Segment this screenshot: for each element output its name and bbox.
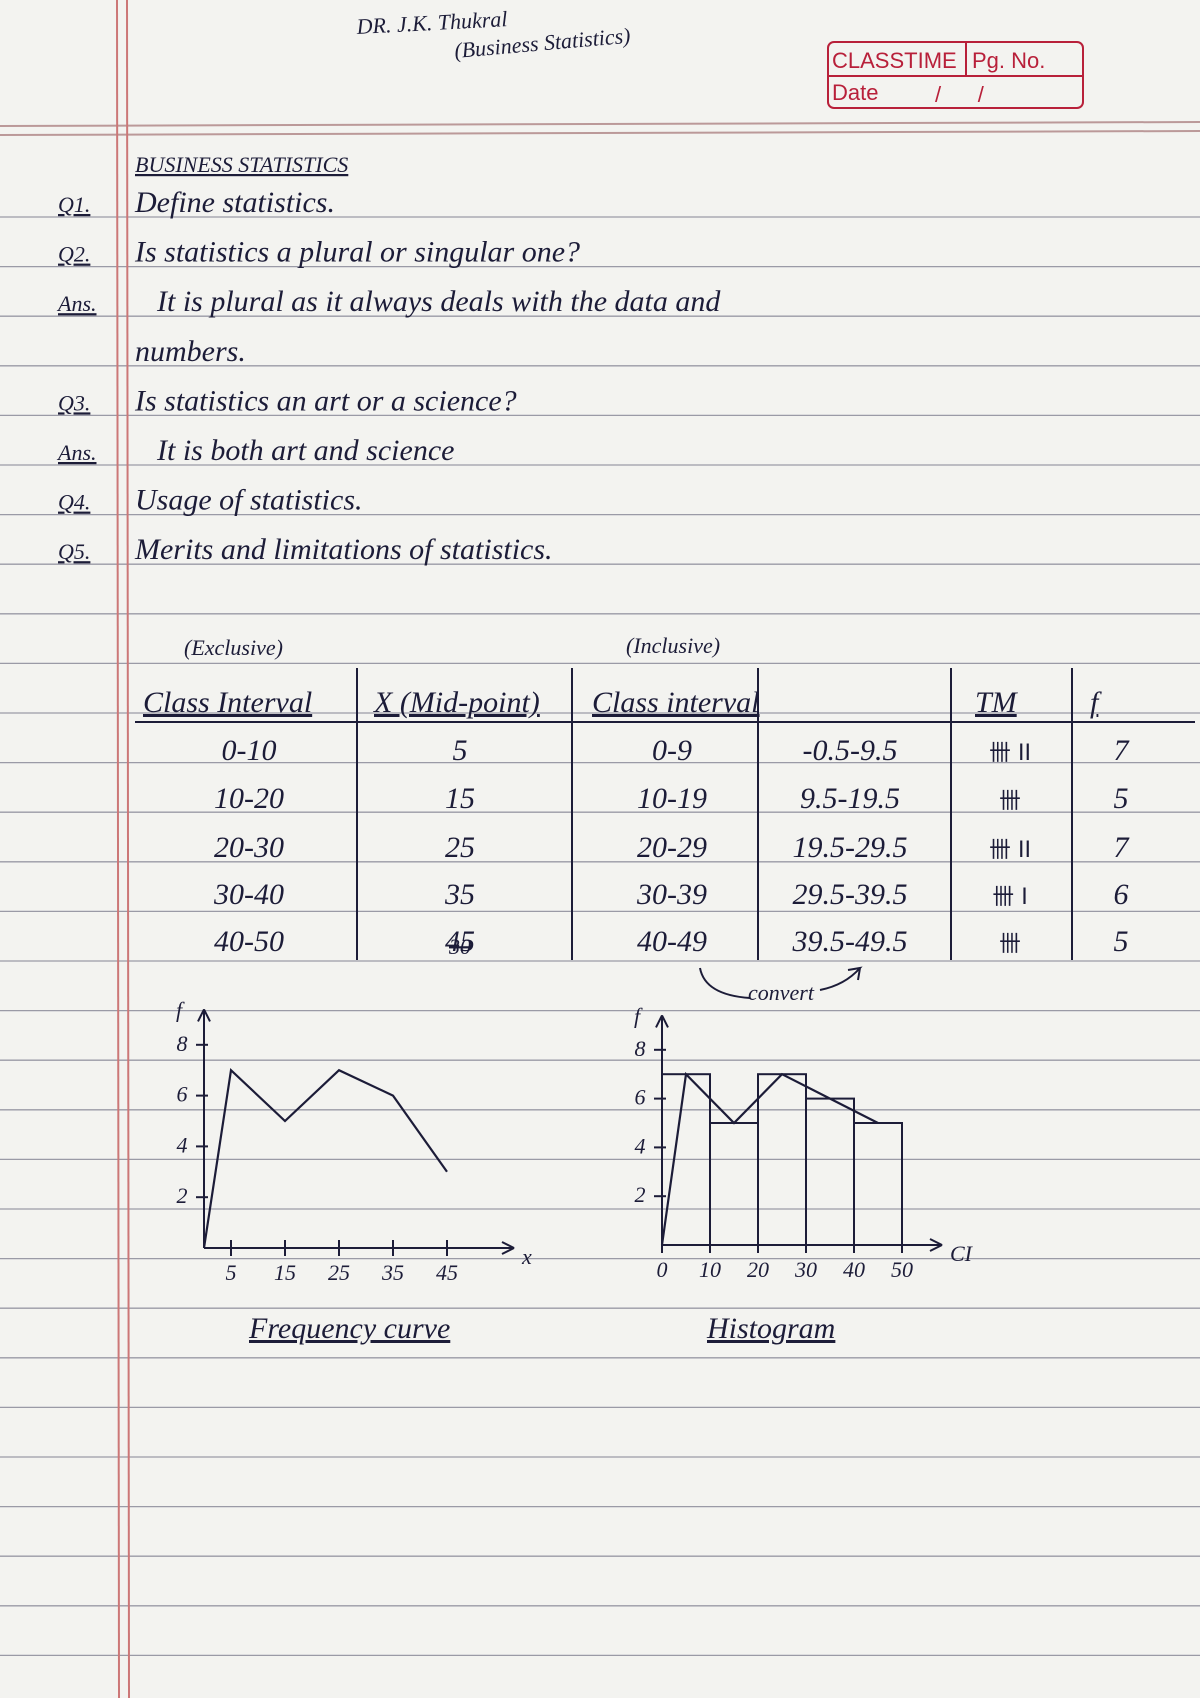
line-label: Ans. xyxy=(56,440,97,465)
table-cell: 20-30 xyxy=(214,831,284,864)
x-tick-label: 15 xyxy=(274,1260,296,1285)
x-axis-label: CI xyxy=(950,1241,974,1266)
page-title: BUSINESS STATISTICS xyxy=(135,152,348,177)
frequency-polygon xyxy=(660,1071,879,1246)
table-cell: -0.5-9.5 xyxy=(803,734,898,767)
x-tick-label: 30 xyxy=(794,1257,817,1282)
table-cell: 卌 I xyxy=(992,885,1027,910)
table-cell: 45 xyxy=(445,925,475,958)
line-label: Q3. xyxy=(58,390,90,415)
table-cell: 6 xyxy=(1114,878,1129,911)
margin-line xyxy=(126,0,130,1698)
table-cell: 30-39 xyxy=(636,878,707,911)
line-label: Q5. xyxy=(58,539,90,564)
table-header: TM xyxy=(975,686,1019,719)
table-cell: 15 xyxy=(445,782,475,815)
stamp-brand: CLASSTIME xyxy=(832,48,957,73)
y-tick-label: 8 xyxy=(177,1031,188,1056)
y-tick-label: 4 xyxy=(635,1133,646,1158)
x-tick-label: 10 xyxy=(699,1257,721,1282)
y-tick-label: 8 xyxy=(635,1036,646,1061)
table-cell: 7 xyxy=(1114,734,1131,767)
line-label: Q1. xyxy=(58,192,90,217)
table-cell: 40-50 xyxy=(214,925,284,958)
y-tick-label: 2 xyxy=(635,1182,646,1207)
table-header: X (Mid-point) xyxy=(373,686,540,719)
y-axis-label: f xyxy=(176,997,185,1022)
table-cell: 39.5-49.5 xyxy=(792,925,908,958)
table-cell: 25 xyxy=(445,831,475,864)
table-cell: 卌 II xyxy=(989,741,1031,766)
stamp-page: Pg. No. xyxy=(972,48,1045,73)
y-tick-label: 6 xyxy=(635,1085,646,1110)
y-axis xyxy=(197,1008,211,1248)
table-cell: 5 xyxy=(1114,782,1129,815)
y-tick-label: 4 xyxy=(177,1132,188,1157)
table-cell: 20-29 xyxy=(637,831,707,864)
table-cell: 35 xyxy=(444,878,475,911)
table-cell: 0-10 xyxy=(222,734,277,767)
table-header: Class interval xyxy=(592,686,760,719)
table-cell: 7 xyxy=(1114,831,1131,864)
table-cell: 19.5-29.5 xyxy=(793,831,908,864)
margin-line xyxy=(116,0,120,1698)
table-header: Class Interval xyxy=(143,686,312,719)
table-note: (Exclusive) xyxy=(184,635,283,660)
graph-caption: Frequency curve xyxy=(248,1312,450,1345)
line-text: Merits and limitations of statistics. xyxy=(134,533,553,566)
frequency-curve xyxy=(202,1067,448,1249)
graph-caption: Histogram xyxy=(706,1312,835,1345)
x-tick-label: 35 xyxy=(381,1260,404,1285)
table-cell: 29.5-39.5 xyxy=(793,878,908,911)
y-axis-label: f xyxy=(634,1003,643,1028)
table-cell: 30-40 xyxy=(213,878,284,911)
table-cell: 40-49 xyxy=(637,925,707,958)
content: Q1. Define statistics. Q2. Is statistics a … xyxy=(56,186,1195,1345)
x-axis xyxy=(204,1241,515,1255)
x-tick-label: 0 xyxy=(657,1257,668,1282)
line-text: Is statistics an art or a science? xyxy=(134,384,517,417)
x-axis-label: x xyxy=(521,1244,532,1269)
convert-note: convert xyxy=(748,980,815,1005)
table-cell: 10-19 xyxy=(637,782,707,815)
table-cell: 10-20 xyxy=(214,782,284,815)
table-cell: 5 xyxy=(1114,925,1129,958)
line-label: Q2. xyxy=(58,242,90,267)
x-tick-label: 5 xyxy=(226,1260,237,1285)
struck-out: 30 xyxy=(448,934,471,959)
line-text: Usage of statistics. xyxy=(135,484,363,517)
x-tick-label: 45 xyxy=(436,1260,458,1285)
line-text: It is plural as it always deals with the… xyxy=(156,285,721,318)
line-text: numbers. xyxy=(135,335,246,368)
line-label: Ans. xyxy=(56,291,97,316)
y-tick-label: 6 xyxy=(177,1082,188,1107)
x-tick-label: 40 xyxy=(843,1257,865,1282)
table-cell: 9.5-19.5 xyxy=(800,782,900,815)
top-rule xyxy=(0,130,1200,136)
x-tick-label: 20 xyxy=(747,1257,769,1282)
table-cell: 卌 xyxy=(999,932,1021,957)
stamp-date-slashes: / / xyxy=(935,82,985,107)
line-text: It is both art and science xyxy=(156,434,454,467)
line-text: Is statistics a plural or singular one? xyxy=(134,236,580,269)
table-note: (Inclusive) xyxy=(626,633,720,658)
y-tick-label: 2 xyxy=(177,1183,188,1208)
ruled-lines xyxy=(0,216,1200,1657)
table-cell: 卌 II xyxy=(989,838,1031,863)
table-cell: 卌 xyxy=(999,789,1021,814)
table-cell: 5 xyxy=(453,734,468,767)
x-tick-label: 50 xyxy=(891,1257,913,1282)
stamp-date: Date xyxy=(832,80,878,105)
line-text: Define statistics. xyxy=(134,186,335,219)
top-rule xyxy=(0,121,1200,127)
x-tick-label: 25 xyxy=(328,1260,350,1285)
table-cell: 0-9 xyxy=(652,734,692,767)
convert-arrow xyxy=(699,966,863,999)
line-label: Q4. xyxy=(58,490,90,515)
